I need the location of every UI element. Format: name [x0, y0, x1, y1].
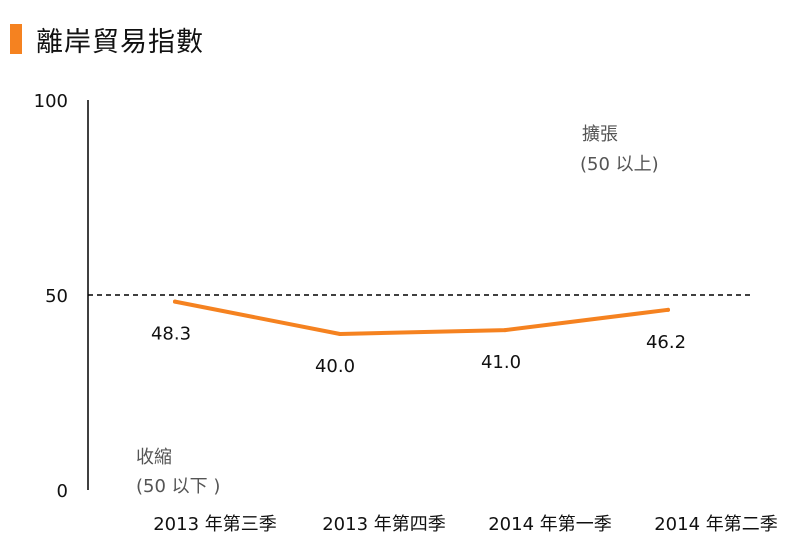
expansion-range: (50 以上) — [580, 154, 659, 175]
y-tick-labels: 0 50 100 — [34, 91, 68, 502]
y-tick-label: 50 — [45, 286, 68, 307]
x-tick-labels: 2013 年第三季 2013 年第四季 2014 年第一季 2014 年第二季 — [153, 514, 778, 535]
series-line — [173, 299, 670, 336]
data-point — [173, 299, 177, 304]
title-accent-bar — [10, 24, 22, 54]
data-point — [503, 328, 507, 333]
contraction-label: 收縮 — [136, 447, 172, 468]
data-labels: 48.3 40.0 41.0 46.2 — [151, 324, 686, 377]
data-points — [173, 299, 670, 336]
x-tick-label: 2013 年第三季 — [153, 514, 277, 535]
data-label: 40.0 — [315, 356, 355, 377]
data-point — [338, 332, 342, 336]
x-tick-label: 2014 年第二季 — [654, 514, 778, 535]
data-label: 46.2 — [646, 332, 686, 353]
chart-title: 離岸貿易指數 — [36, 26, 204, 58]
x-tick-label: 2013 年第四季 — [322, 514, 446, 535]
contraction-range: (50 以下 ) — [136, 476, 220, 497]
y-tick-label: 100 — [34, 91, 68, 112]
data-label: 41.0 — [481, 352, 521, 373]
expansion-label: 擴張 — [582, 124, 618, 145]
chart-title-block: 離岸貿易指數 — [10, 22, 204, 58]
data-point — [666, 307, 670, 312]
data-label: 48.3 — [151, 324, 191, 345]
x-tick-label: 2014 年第一季 — [488, 514, 612, 535]
y-tick-label: 0 — [57, 481, 68, 502]
